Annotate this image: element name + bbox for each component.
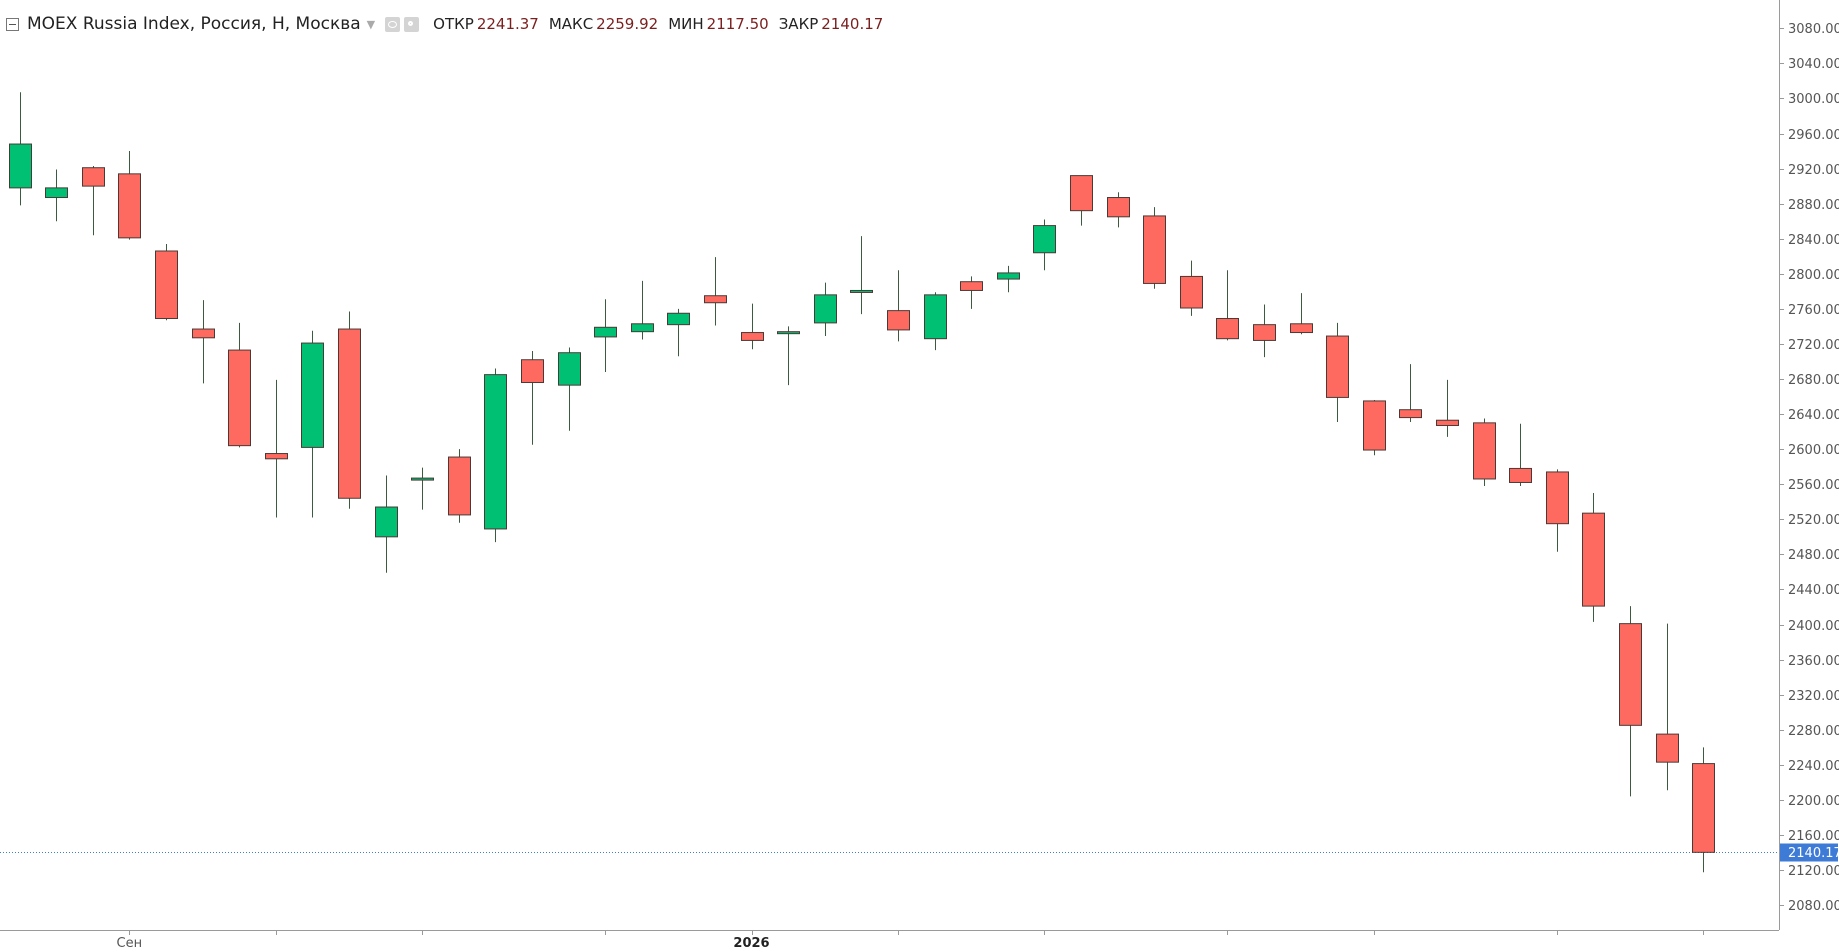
price-tick-label: 2360.00 <box>1788 654 1839 669</box>
price-tick-label: 2920.00 <box>1788 163 1839 178</box>
price-tick-label: 2440.00 <box>1788 583 1839 598</box>
price-tick-label: 2720.00 <box>1788 338 1839 353</box>
candle-body <box>887 310 910 331</box>
candle-body <box>1399 409 1422 419</box>
time-axis-label: 2026 <box>733 936 769 951</box>
candle-body <box>960 281 983 291</box>
candle-body <box>1216 318 1239 340</box>
time-axis-label: Сен <box>117 936 143 951</box>
high-label: МАКС <box>548 15 594 33</box>
candle-body <box>594 326 617 338</box>
candle-body <box>1253 324 1276 341</box>
candle-body <box>704 295 727 304</box>
price-tick-label: 2400.00 <box>1788 619 1839 634</box>
open-value: 2241.37 <box>476 15 539 33</box>
candle-body <box>338 328 361 499</box>
candle-body <box>997 272 1020 280</box>
candle-body <box>814 294 837 324</box>
candle-body <box>448 456 471 516</box>
candle-body <box>155 250 178 320</box>
candle-body <box>1070 175 1093 212</box>
candle-body <box>484 374 507 530</box>
price-tick-label: 2240.00 <box>1788 759 1839 774</box>
price-tick-label: 2560.00 <box>1788 478 1839 493</box>
price-tick-label: 2960.00 <box>1788 128 1839 143</box>
candle-body <box>1619 623 1642 726</box>
candle-body <box>45 187 68 199</box>
eye-icon[interactable] <box>385 16 401 32</box>
candle-body <box>1107 197 1130 218</box>
candle-body <box>1326 335 1349 398</box>
price-tick-label: 2280.00 <box>1788 724 1839 739</box>
candle-body <box>118 173 141 239</box>
candle-body <box>1033 225 1056 254</box>
candle-body <box>1180 275 1203 309</box>
candle-body <box>1436 419 1459 426</box>
candle-body <box>1582 512 1605 607</box>
price-tick-label: 2680.00 <box>1788 373 1839 388</box>
candle-body <box>1473 422 1496 480</box>
chart-legend: MOEX Russia Index, Россия, Н, Москва ▼ О… <box>6 12 883 36</box>
candle-body <box>1656 733 1679 763</box>
candle-body <box>631 323 654 333</box>
candle-body <box>301 342 324 448</box>
candle-body <box>777 331 800 335</box>
candle-body <box>228 349 251 447</box>
candle-body <box>1692 763 1715 853</box>
candle-body <box>1290 323 1313 334</box>
price-tick-label: 2080.00 <box>1788 899 1839 914</box>
price-tick-label: 2880.00 <box>1788 198 1839 213</box>
candle-body <box>1546 471 1569 525</box>
candle-body <box>850 289 873 293</box>
close-value: 2140.17 <box>821 15 884 33</box>
candle-body <box>558 352 581 386</box>
candle-body <box>1363 400 1386 451</box>
last-price-label: 2140.17 <box>1788 846 1839 861</box>
price-tick-label: 2480.00 <box>1788 548 1839 563</box>
chevron-down-icon[interactable]: ▼ <box>366 17 376 31</box>
low-label: МИН <box>668 15 704 33</box>
candle-body <box>1509 467 1532 483</box>
candle-body <box>265 453 288 460</box>
price-tick-label: 2120.00 <box>1788 864 1839 879</box>
symbol-title[interactable]: MOEX Russia Index, Россия, Н, Москва <box>27 14 361 34</box>
high-value: 2259.92 <box>596 15 659 33</box>
candle-body <box>1143 215 1166 284</box>
close-label: ЗАКР <box>778 15 819 33</box>
price-tick-label: 3000.00 <box>1788 92 1839 107</box>
price-tick-label: 2200.00 <box>1788 794 1839 809</box>
price-tick-label: 2160.00 <box>1788 829 1839 844</box>
candle-body <box>192 328 215 339</box>
candle-body <box>667 312 690 326</box>
price-tick-label: 2640.00 <box>1788 408 1839 423</box>
candle-body <box>741 332 764 341</box>
price-tick-label: 3080.00 <box>1788 22 1839 37</box>
candle-body <box>82 167 105 187</box>
last-price-badge <box>1780 843 1838 862</box>
candle-body <box>9 143 32 189</box>
collapse-legend-icon[interactable] <box>6 17 19 31</box>
price-tick-label: 2320.00 <box>1788 689 1839 704</box>
price-tick-label: 2840.00 <box>1788 233 1839 248</box>
candle-body <box>411 477 434 481</box>
candle-body <box>521 359 544 384</box>
price-tick-label: 2760.00 <box>1788 303 1839 318</box>
price-tick-label: 2520.00 <box>1788 513 1839 528</box>
gear-icon[interactable] <box>404 16 420 32</box>
price-tick-label: 3040.00 <box>1788 57 1839 72</box>
open-label: ОТКР <box>433 15 474 33</box>
price-tick-label: 2600.00 <box>1788 443 1839 458</box>
candle-body <box>924 294 947 340</box>
low-value: 2117.50 <box>706 15 769 33</box>
candle-body <box>375 506 398 538</box>
price-tick-label: 2800.00 <box>1788 268 1839 283</box>
